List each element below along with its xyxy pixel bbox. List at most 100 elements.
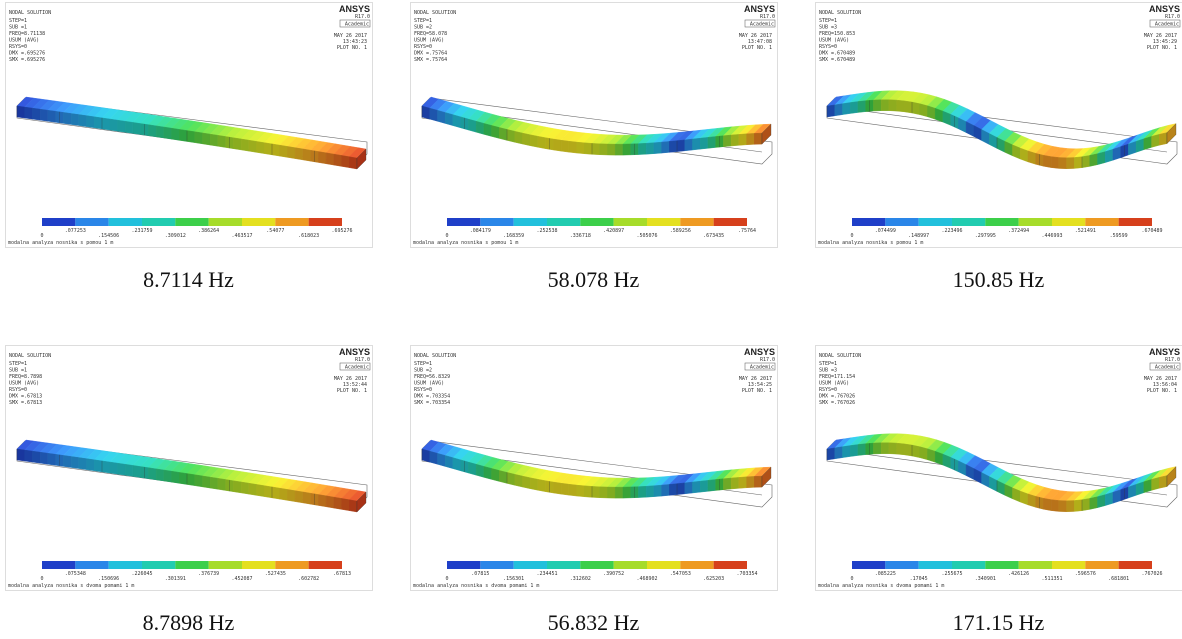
result-header: NODAL SOLUTION: [414, 10, 456, 16]
result-info: SMX =.75764: [414, 57, 447, 63]
beam-side: [210, 477, 218, 489]
beam-side: [32, 108, 40, 120]
beam-side: [850, 445, 858, 457]
beam-side: [233, 481, 241, 493]
result-info: STEP=1: [819, 18, 837, 24]
result-info: USUM (AVG): [414, 381, 444, 387]
legend-color: [142, 218, 175, 226]
legend-label: .386264: [198, 228, 219, 234]
legend-label: .085225: [875, 571, 896, 577]
result-info: SUB =1: [9, 368, 27, 374]
legend-color: [852, 218, 885, 226]
beam-side: [920, 447, 928, 460]
beam-side: [218, 135, 226, 147]
beam-side: [897, 443, 905, 455]
beam-side: [873, 443, 881, 454]
beam-side: [1043, 498, 1051, 510]
legend-label: .695276: [331, 228, 352, 234]
beam-side: [318, 494, 326, 506]
legend-color: [75, 218, 108, 226]
beam-side: [117, 463, 125, 475]
beam-side: [530, 135, 538, 148]
beam-side: [835, 104, 843, 116]
plot-footer: modalna analyza nosnika s dvoma pomami 1…: [413, 583, 539, 589]
legend-label: .426126: [1008, 571, 1029, 577]
license: Academic: [345, 22, 369, 28]
beam-side: [202, 476, 210, 488]
frequency-caption: 150.85 Hz: [953, 267, 1045, 292]
legend-color: [309, 218, 342, 226]
legend-color: [1119, 218, 1152, 226]
beam-side: [881, 443, 889, 454]
beam-side: [156, 469, 164, 481]
beam-side: [257, 484, 265, 496]
legend-color: [242, 218, 275, 226]
beam-side: [1152, 477, 1160, 490]
beam-side: [71, 113, 79, 125]
beam-side: [48, 453, 56, 465]
beam-side: [257, 141, 265, 153]
result-info: DMX =.67813: [9, 394, 42, 400]
beam-side: [156, 126, 164, 138]
legend-label: .297995: [975, 233, 996, 239]
beam-side: [685, 139, 693, 151]
legend-label: .17045: [910, 576, 928, 582]
beam-side: [685, 482, 693, 494]
legend-label: .54077: [266, 228, 284, 234]
version: R17.0: [355, 357, 370, 363]
beam-side: [94, 117, 102, 129]
beam-side: [280, 145, 288, 157]
result-info: USUM (AVG): [819, 381, 849, 387]
beam-side: [287, 146, 295, 158]
result-info: SUB =2: [414, 368, 432, 374]
legend-label: .670489: [1141, 228, 1162, 234]
legend-label: .625203: [703, 576, 724, 582]
beam-side: [850, 102, 858, 114]
result-info: SUB =3: [819, 368, 837, 374]
beam-side: [739, 477, 747, 489]
legend-label: 0: [850, 576, 853, 582]
legend-color: [514, 218, 547, 226]
beam-side: [1028, 494, 1036, 507]
legend-label: .446993: [1041, 233, 1062, 239]
legend-color: [480, 218, 513, 226]
beam-side: [295, 148, 303, 160]
beam-side: [195, 132, 203, 144]
legend-color: [952, 218, 985, 226]
result-info: RSYS=0: [414, 387, 432, 393]
beam-side: [202, 133, 210, 145]
legend-label: .372494: [1008, 228, 1029, 234]
result-header: NODAL SOLUTION: [414, 353, 456, 359]
beam-side: [920, 104, 928, 117]
beam-side: [731, 134, 739, 146]
beam-side: [195, 475, 203, 487]
beam-side: [280, 488, 288, 500]
beam-side: [422, 106, 430, 119]
beam-side: [1074, 157, 1082, 169]
legend-label: .148997: [908, 233, 929, 239]
legend-label: .336718: [570, 233, 591, 239]
beam-side: [499, 127, 507, 140]
beam-side: [569, 484, 577, 496]
beam-side: [638, 486, 646, 497]
legend-label: .226045: [131, 571, 152, 577]
legend-label: .59599: [1110, 233, 1128, 239]
beam-side: [662, 141, 670, 153]
plot-footer: modalna analyza nosnika s dvoma pomami 1…: [818, 583, 944, 589]
legend-color: [175, 561, 208, 569]
result-info: STEP=1: [9, 361, 27, 367]
beam-side: [1159, 133, 1167, 146]
beam-side: [110, 462, 118, 474]
beam-side: [1090, 497, 1098, 510]
beam-side: [927, 449, 935, 462]
beam-side: [592, 486, 600, 497]
beam-side: [747, 476, 755, 487]
result-info: FREQ=171.154: [819, 374, 855, 380]
beam-side: [249, 140, 257, 152]
legend-color: [209, 218, 242, 226]
legend-color: [919, 561, 952, 569]
legend-label: .150696: [98, 576, 119, 582]
result-header: NODAL SOLUTION: [819, 10, 861, 16]
beam-side: [430, 451, 438, 464]
